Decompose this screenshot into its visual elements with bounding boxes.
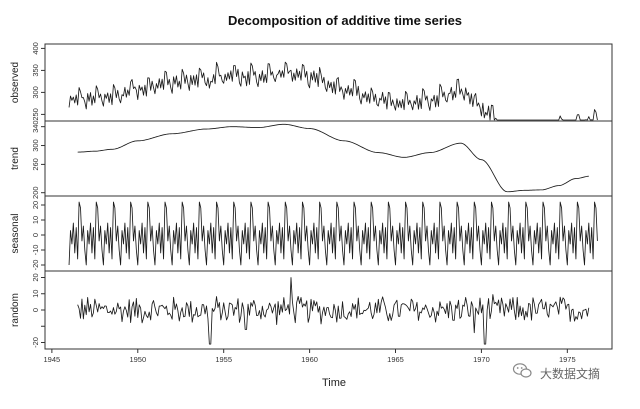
y-axis-label-random: random [10, 293, 21, 327]
y-tick-label: 0 [31, 308, 40, 312]
x-tick-label: 1950 [129, 355, 146, 364]
y-tick-label: 300 [31, 86, 40, 99]
series-line-observed [68, 61, 598, 121]
y-tick-label: 340 [31, 120, 40, 133]
y-tick-label: -20 [31, 260, 40, 271]
x-axis-label: Time [322, 377, 346, 389]
y-tick-label: -10 [31, 245, 40, 256]
y-tick-label: 10 [31, 290, 40, 298]
x-tick-label: 1975 [559, 355, 576, 364]
watermark: 大数据文摘 [512, 363, 600, 381]
chart-title: Decomposition of additive time series [228, 13, 462, 28]
y-tick-label: 250 [31, 108, 40, 121]
y-tick-label: 0 [31, 233, 40, 237]
panels-group: 250300350400observed200260300340trend-20… [10, 42, 613, 350]
y-tick-label: 350 [31, 64, 40, 77]
y-axis-label-observed: observed [10, 62, 21, 103]
y-tick-label: 20 [31, 201, 40, 209]
series-line-trend [77, 123, 589, 193]
x-tick-label: 1945 [44, 355, 61, 364]
y-axis-label-seasonal: seasonal [10, 213, 21, 253]
y-tick-label: 20 [31, 273, 40, 281]
panel-trend: 200 260 300 340 trend [10, 120, 613, 199]
panel-random: -20 0 10 20 random [10, 270, 613, 350]
y-axis-label-trend: trend [10, 147, 21, 170]
y-tick-label: 300 [31, 139, 40, 152]
x-tick-label: 1960 [301, 355, 318, 364]
y-tick-label: 10 [31, 216, 40, 224]
y-tick-label: 400 [31, 42, 40, 55]
wechat-icon [512, 363, 532, 378]
panel-frame [44, 120, 613, 197]
series-line-random [77, 277, 590, 345]
x-axis: 1945 1950 1955 1960 1965 1970 1975 [44, 349, 576, 364]
y-tick-label: -20 [31, 337, 40, 348]
x-tick-label: 1955 [215, 355, 232, 364]
panel-seasonal: -20 -10 0 10 20 seasonal [10, 195, 613, 272]
x-tick-label: 1970 [473, 355, 490, 364]
y-tick-label: 200 [31, 186, 40, 199]
series-line-seasonal [68, 201, 598, 266]
panel-observed: 250 300 350 400 observed [10, 42, 613, 122]
y-tick-label: 260 [31, 158, 40, 171]
watermark-text: 大数据文摘 [540, 366, 600, 381]
x-tick-label: 1965 [387, 355, 404, 364]
